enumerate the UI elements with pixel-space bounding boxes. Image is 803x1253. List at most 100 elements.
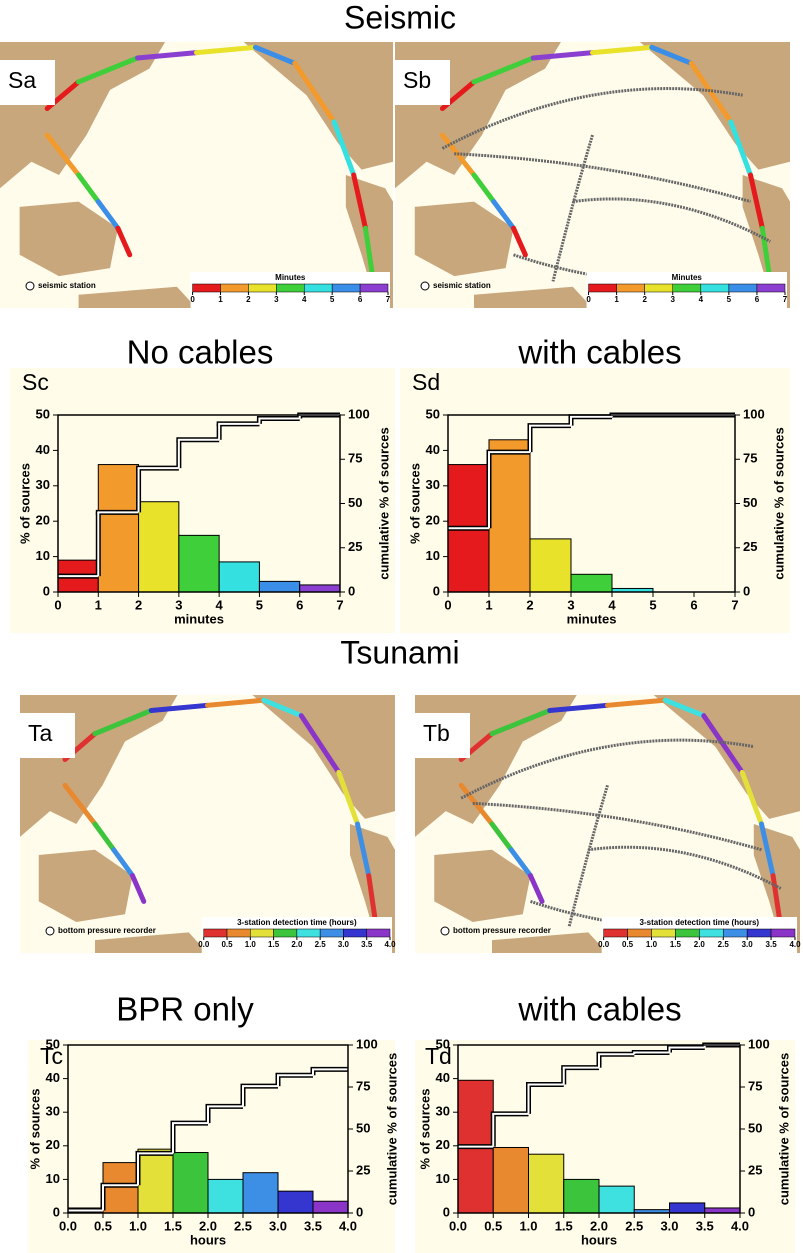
y2-tick-label: 100 [743, 406, 765, 421]
y-tick-label: 30 [46, 1104, 60, 1119]
map-coast-line [530, 50, 595, 61]
map-land [38, 849, 133, 923]
panel-label: Tb [423, 720, 450, 746]
x-tick-label: 4 [608, 597, 616, 612]
y-axis-label: % of sources [407, 463, 422, 544]
histogram-bar [207, 1178, 244, 1214]
x-tick-label: 0.0 [59, 1218, 77, 1233]
colorbar-tick-label: 1.5 [670, 940, 682, 949]
colorbar-tick-label: 2.0 [694, 940, 706, 949]
map-coast-line [194, 44, 258, 56]
histogram-bar [218, 561, 260, 593]
x-axis-label: minutes [174, 611, 224, 626]
panel-background [10, 368, 395, 633]
map-coast-line [331, 119, 357, 178]
histogram-bar [570, 573, 613, 593]
y2-tick-label: 25 [356, 1162, 370, 1177]
map-coast-line [298, 713, 342, 775]
y-axis-label: % of sources [17, 463, 32, 544]
map-cable [454, 152, 751, 204]
map-coast-line [605, 697, 668, 708]
colorbar-segment [644, 283, 673, 293]
colorbar-tick-label: 4 [302, 295, 307, 304]
map-coast-line [590, 44, 655, 56]
x-tick-label: 2 [526, 597, 533, 612]
histogram-bar [563, 1178, 600, 1214]
y-tick-label: 20 [426, 513, 440, 528]
colorbar-segment [343, 928, 367, 938]
y-tick-label: 40 [436, 1070, 450, 1085]
map-coast-line [135, 50, 199, 61]
colorbar-segment [303, 283, 333, 293]
y-tick-label: 30 [426, 477, 440, 492]
map-coast-line [728, 119, 753, 178]
map-coast-line [739, 769, 764, 827]
map-cable [588, 845, 782, 890]
x-tick-label: 3 [567, 597, 574, 612]
histogram-bar [138, 501, 180, 593]
colorbar-tick-label: 1.0 [245, 940, 257, 949]
map-coast-line [261, 697, 304, 719]
histogram-bar [172, 1152, 209, 1214]
map-cable [460, 738, 755, 800]
chart-title: with cables [517, 991, 681, 1028]
colorbar-segment [700, 283, 730, 293]
colorbar-tick-label: 1 [614, 295, 619, 304]
chart-title: with cables [517, 334, 681, 371]
y-tick-label: 10 [436, 1171, 450, 1186]
x-tick-label: 2 [135, 597, 142, 612]
panel-label: Sb [403, 67, 431, 93]
legend-label: bottom pressure recorder [58, 926, 156, 935]
colorbar-tick-label: 3 [671, 295, 676, 304]
colorbar-segment [296, 928, 321, 938]
colorbar-tick-label: 0.5 [221, 940, 233, 949]
histogram-bar [488, 439, 531, 593]
x-tick-label: 2.0 [590, 1218, 608, 1233]
colorbar-segment [248, 283, 277, 293]
colorbar-segment [728, 283, 758, 293]
colorbar-segment [331, 283, 361, 293]
colorbar-segment [651, 928, 676, 938]
colorbar-segment [366, 928, 391, 938]
legend-symbol [45, 926, 55, 936]
x-tick-label: 7 [731, 597, 738, 612]
y-tick-label: 20 [36, 513, 50, 528]
map-coast-line [336, 769, 360, 827]
y-tick-label: 0 [433, 583, 440, 598]
colorbar-segment [588, 283, 617, 293]
x-tick-label: 0.0 [449, 1218, 467, 1233]
x-tick-label: 5 [649, 597, 656, 612]
y-tick-label: 40 [36, 442, 50, 457]
colorbar-tick-label: 3.0 [338, 940, 350, 949]
map-coast-line [62, 782, 98, 827]
histogram-bar [529, 538, 572, 593]
map-coast-line [355, 821, 372, 879]
colorbar-segment [746, 928, 772, 938]
map-land [474, 286, 593, 308]
x-tick-label: 3 [175, 597, 182, 612]
y-axis-label: % of sources [417, 1089, 432, 1170]
map-coast-line [508, 847, 533, 879]
map-coast-line [528, 873, 545, 904]
map-coast-line [471, 55, 536, 85]
histogram-bar [299, 584, 341, 593]
x-tick-label: 2.5 [234, 1218, 252, 1233]
colorbar-segment [603, 928, 628, 938]
map-coast-line [688, 60, 734, 125]
y2-axis-label: cumulative % of sources [384, 1053, 399, 1205]
map-coast-line [471, 172, 497, 205]
colorbar-segment [226, 928, 251, 938]
chart-title: No cables [127, 334, 274, 371]
y2-tick-label: 100 [348, 406, 370, 421]
section-title: Seismic [344, 0, 456, 35]
x-tick-label: 1.0 [519, 1218, 537, 1233]
map-land [19, 201, 118, 277]
colorbar-tick-label: 7 [386, 295, 391, 304]
colorbar-tick-label: 2 [246, 295, 251, 304]
colorbar-segment [675, 928, 700, 938]
colorbar-tick-label: 4.0 [789, 940, 801, 949]
map-coast-line [649, 44, 694, 66]
histogram-bar [178, 534, 220, 593]
map-coast-line [76, 55, 141, 85]
histogram-bar [669, 1202, 706, 1214]
